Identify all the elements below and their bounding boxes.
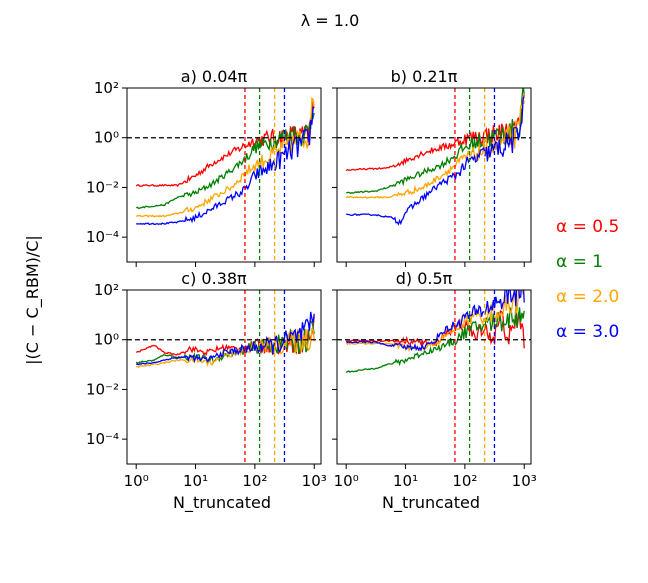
x-tick-label: 10⁰ [124, 472, 149, 490]
panel-frame [336, 87, 532, 263]
series-group [345, 88, 525, 226]
series-line-alpha-2.0 [135, 96, 315, 218]
series-line-alpha-1 [135, 319, 315, 365]
panel-frame [336, 289, 532, 465]
series-line-alpha-3.0 [135, 311, 315, 366]
series-line-alpha-3.0 [346, 96, 525, 226]
y-tick-label: 10² [94, 79, 119, 97]
panel-title: c) 0.38π [181, 269, 247, 288]
series-line-alpha-0.5 [345, 94, 525, 172]
panel-title: d) 0.5π [396, 269, 453, 288]
legend-entry: α = 3.0 [556, 322, 619, 342]
x-axis-label-left: N_truncated [173, 493, 271, 513]
panel-1: 10⁻⁴ 10⁻² 10⁰ 10² a) 0.04π [86, 67, 322, 267]
panel-frame [126, 87, 322, 263]
x-tick-label: 10³ [302, 472, 327, 490]
panel-title: a) 0.04π [181, 67, 248, 86]
x-tick-label: 10² [452, 472, 477, 490]
x-tick-label: 10¹ [393, 472, 418, 490]
y-tick-label: 10⁻⁴ [86, 228, 119, 246]
y-tick-label: 10⁻⁴ [86, 430, 119, 448]
y-tick-label: 10⁻² [86, 178, 119, 196]
y-tick-label: 10⁰ [94, 129, 119, 147]
x-tick-label: 10⁰ [334, 472, 359, 490]
legend: α = 0.5 α = 1 α = 2.0 α = 3.0 [556, 217, 619, 342]
legend-entry: α = 1 [556, 252, 603, 272]
series-line-alpha-2.0 [345, 290, 525, 352]
x-tick-label: 10¹ [183, 472, 208, 490]
panel-2: b) 0.21π [332, 67, 532, 267]
figure-title: λ = 1.0 [301, 11, 360, 30]
legend-entry: α = 0.5 [556, 217, 619, 237]
y-tick-label: 10² [94, 281, 119, 299]
series-line-alpha-1 [136, 112, 315, 210]
series-group [345, 290, 525, 374]
x-tick-label: 10³ [512, 472, 537, 490]
panel-title: b) 0.21π [391, 67, 458, 86]
panel-frame [126, 289, 322, 465]
x-tick-label: 10² [242, 472, 267, 490]
x-axis-label-right: N_truncated [382, 493, 480, 513]
series-line-alpha-3.0 [135, 106, 315, 226]
y-tick-label: 10⁻² [86, 380, 119, 398]
series-group [135, 96, 315, 226]
panel-4: 10⁰ 10¹ 10² 10³ d) 0.5π [332, 269, 537, 490]
y-tick-label: 10⁰ [94, 331, 119, 349]
legend-entry: α = 2.0 [556, 287, 619, 307]
panel-3: 10⁰ 10¹ 10² 10³ 10⁻⁴ 10⁻² 10⁰ 10² c) 0.38π [86, 269, 327, 490]
y-axis-label: |(C − C_RBM)/C| [23, 235, 43, 365]
